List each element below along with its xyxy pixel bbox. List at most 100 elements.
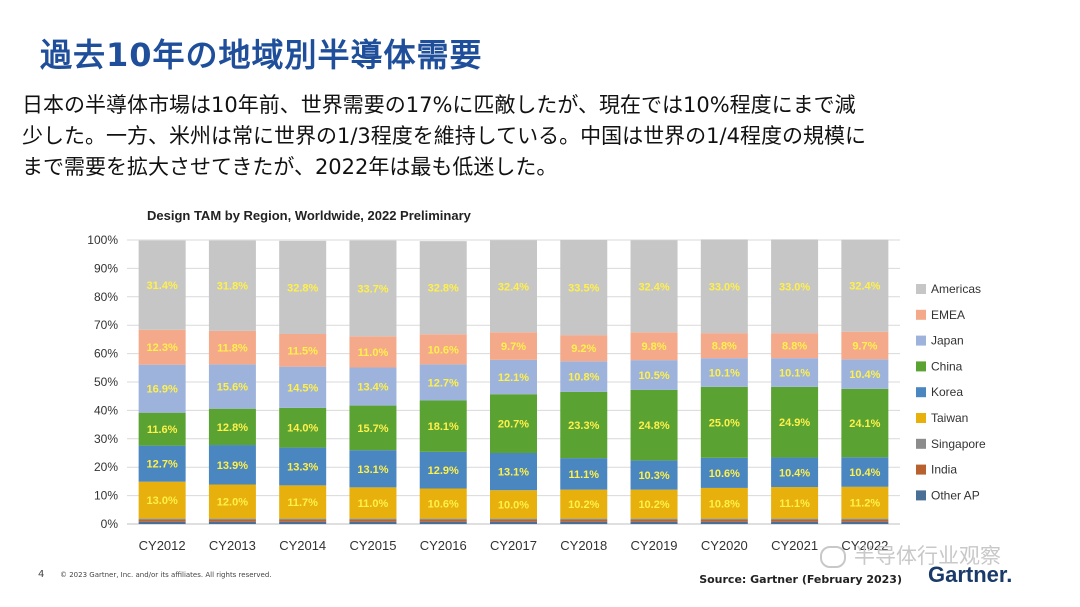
bar-segment	[490, 521, 537, 524]
bar-segment	[490, 518, 537, 521]
bar-segment	[279, 407, 327, 448]
bar-segment	[138, 520, 186, 522]
slide-title: 過去10年の地域別半導体需要	[40, 36, 483, 74]
bar-segment	[771, 333, 819, 359]
bar-segment	[700, 520, 748, 522]
bar-segment	[138, 521, 186, 524]
data-label: 9.8%	[642, 341, 667, 353]
bar-segment	[560, 458, 608, 490]
bar-segment	[630, 489, 678, 519]
bar-segment	[841, 518, 889, 521]
bar-segment	[419, 400, 467, 452]
data-label: 32.4%	[498, 281, 529, 293]
bar-segment	[841, 521, 889, 524]
bar-segment	[490, 490, 537, 519]
bar-segment	[419, 521, 467, 524]
data-label: 23.3%	[568, 420, 599, 432]
bar-segment	[771, 358, 819, 387]
bar-segment	[208, 330, 256, 365]
bar-segment	[138, 412, 186, 446]
bar-segment	[138, 364, 186, 413]
copyright: © 2023 Gartner, Inc. and/or its affiliat…	[60, 571, 272, 579]
bar-segment	[771, 521, 819, 524]
data-label: 13.9%	[217, 460, 248, 472]
bar-segment	[700, 521, 748, 524]
data-label: 11.0%	[358, 498, 389, 510]
data-label: 9.7%	[852, 341, 877, 353]
bar-segment	[349, 518, 397, 521]
bar-segment	[560, 489, 608, 519]
legend-label: China	[931, 359, 963, 373]
data-label: 24.8%	[638, 420, 669, 432]
bar-segment	[630, 240, 678, 333]
legend-swatch	[916, 361, 926, 372]
data-label: 13.1%	[357, 464, 388, 476]
data-label: 12.9%	[428, 465, 459, 477]
bar-segment	[841, 388, 889, 458]
data-label: 11.5%	[287, 345, 318, 357]
legend-swatch	[916, 413, 926, 423]
data-label: 10.4%	[779, 467, 810, 479]
gartner-logo: Gartner.	[928, 562, 1013, 587]
legend-label: EMEA	[931, 308, 965, 322]
data-label: 13.1%	[498, 467, 529, 479]
bar-segment	[490, 359, 537, 395]
bar-segment	[771, 487, 819, 519]
bar-segment	[208, 364, 256, 409]
bar-segment	[771, 239, 819, 334]
bar-segment	[419, 451, 467, 489]
bar-segment	[349, 520, 397, 522]
data-label: 24.9%	[779, 417, 810, 429]
x-tick-label: CY2012	[139, 538, 186, 553]
data-label: 12.3%	[147, 342, 178, 354]
chart-legend: Americas EMEA Japan China Korea Taiwan Singapo…	[916, 282, 986, 502]
legend-swatch	[916, 438, 926, 449]
data-label: 32.4%	[638, 281, 669, 293]
legend-label: Singapore	[931, 437, 986, 451]
data-label: 12.0%	[217, 497, 248, 509]
bar-segment	[349, 450, 397, 488]
bar-segment	[419, 488, 467, 519]
body-line-3: まで需要を拡大させてきたが、2022年は最も低迷した。	[22, 155, 558, 179]
x-tick-label: CY2017	[490, 538, 537, 553]
bar-segment	[208, 408, 256, 446]
data-label: 10.5%	[638, 370, 669, 382]
bar-segment	[279, 240, 327, 335]
bar-segment	[419, 334, 467, 365]
x-tick-label: CY2016	[420, 538, 467, 553]
bar-segment	[560, 518, 608, 521]
bar-segment	[138, 240, 186, 330]
data-label: 10.4%	[849, 467, 880, 479]
data-label: 8.8%	[712, 341, 737, 353]
x-axis-ticks: CY2012 CY2013 CY2014 CY2015 CY2016 CY2017 CY20…	[139, 538, 889, 553]
body-line-2: 少した。一方、米州は常に世界の1/3程度を維持している。中国は世界の1/4程度の…	[22, 124, 866, 148]
bar-segment	[279, 447, 327, 486]
data-label: 10.4%	[849, 369, 880, 381]
chart-title: Design TAM by Region, Worldwide, 2022 Pr…	[147, 208, 472, 223]
bar-segment	[700, 386, 748, 458]
x-tick-label: CY2018	[560, 538, 607, 553]
y-axis-ticks: 0% 10% 20% 30% 40% 50% 60% 70% 80% 90% 100%	[87, 233, 118, 531]
x-tick-label: CY2013	[209, 538, 256, 553]
data-label: 24.1%	[849, 418, 880, 430]
chart-data-labels: 13.0% 12.7% 11.6% 16.9% 12.3% 31.4% 12.0% 13.9%…	[147, 280, 881, 511]
legend-label: India	[931, 463, 957, 477]
bar-segment	[630, 389, 678, 461]
data-label: 14.0%	[287, 423, 318, 435]
y-tick-label: 80%	[94, 290, 118, 304]
data-label: 9.2%	[571, 343, 596, 355]
y-tick-label: 70%	[94, 318, 118, 332]
y-tick-label: 60%	[94, 347, 118, 361]
bar-segment	[771, 520, 819, 522]
data-label: 10.8%	[568, 372, 599, 384]
bar-segment	[841, 239, 889, 332]
bar-segment	[560, 521, 608, 524]
bar-segment	[700, 487, 748, 519]
data-label: 16.9%	[147, 384, 178, 396]
bar-segment	[771, 518, 819, 521]
chat-bubble-icon	[820, 546, 846, 568]
y-tick-label: 50%	[94, 375, 118, 389]
data-label: 32.8%	[428, 283, 459, 295]
data-label: 12.7%	[428, 377, 459, 389]
source-note: Source: Gartner (February 2023)	[699, 573, 902, 586]
